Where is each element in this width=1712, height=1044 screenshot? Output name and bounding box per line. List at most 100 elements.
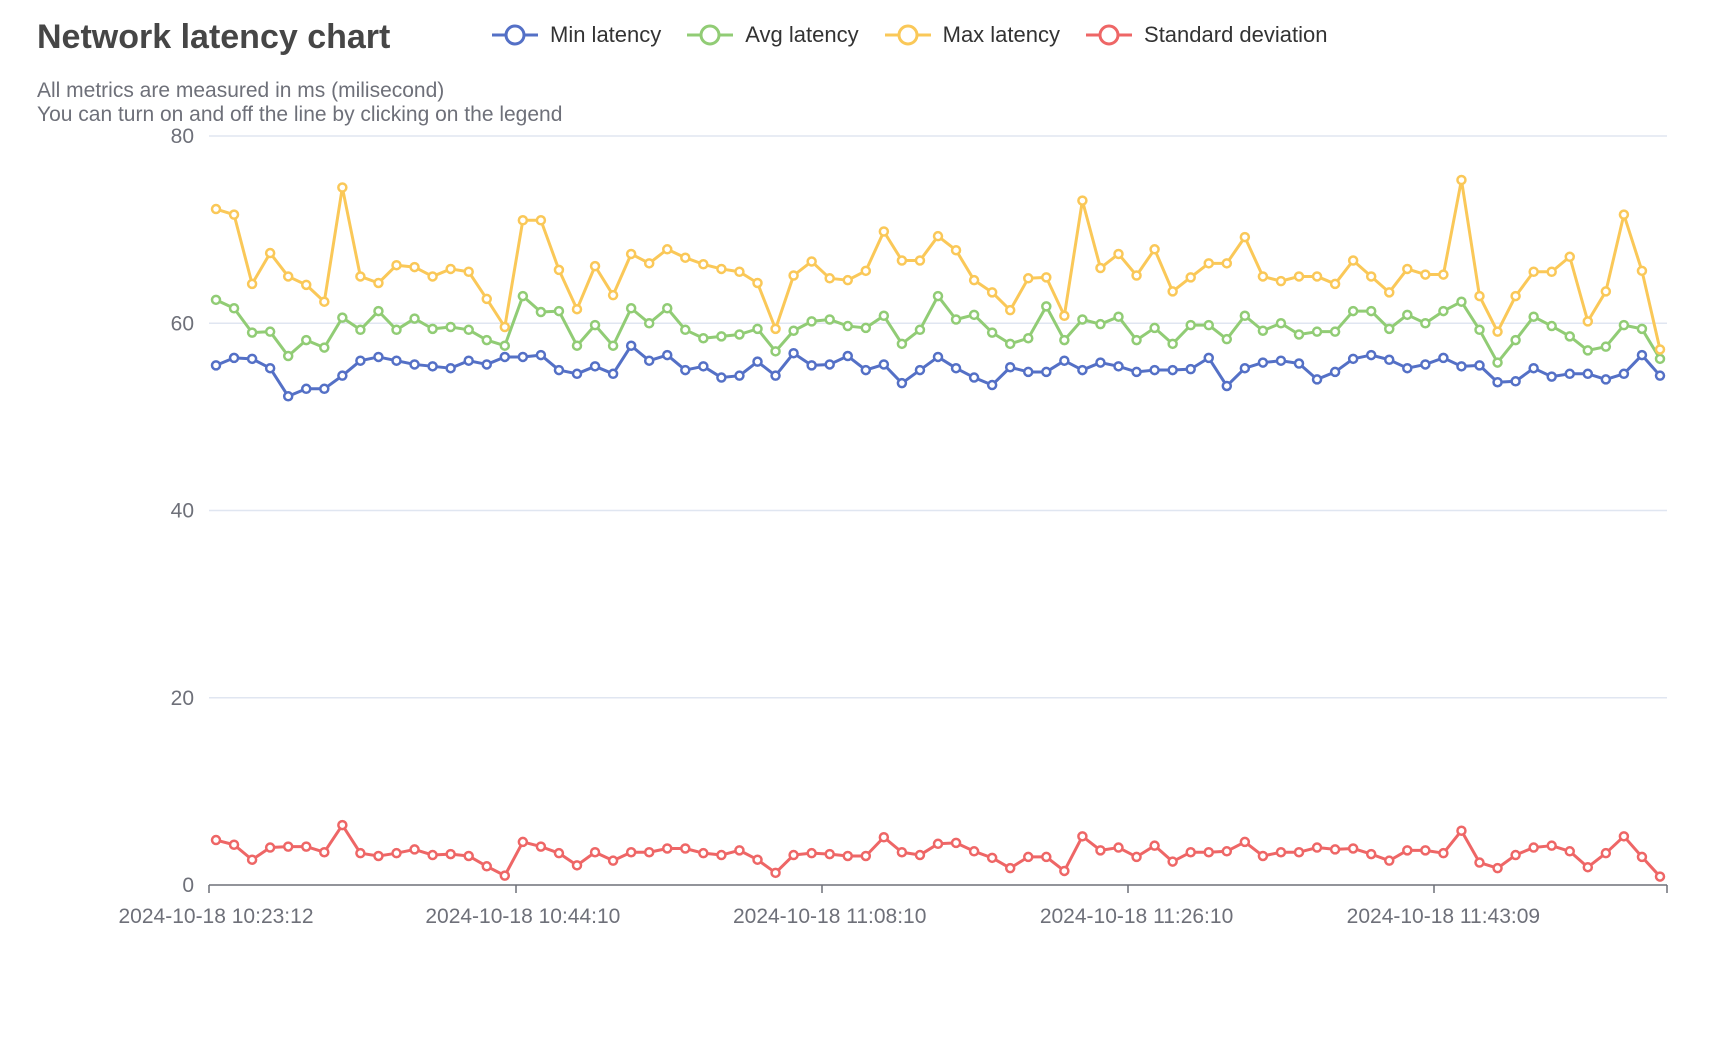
data-point-avg-latency	[1329, 326, 1341, 337]
data-point-min-latency	[1311, 374, 1323, 385]
data-point-min-latency	[1167, 364, 1178, 376]
data-point-standard-deviation	[1474, 857, 1485, 868]
data-point-min-latency	[409, 359, 420, 370]
data-point-max-latency	[607, 289, 619, 301]
data-point-max-latency	[625, 248, 637, 260]
data-point-max-latency	[337, 182, 348, 193]
data-point-avg-latency	[824, 314, 835, 325]
data-point-max-latency	[553, 264, 565, 276]
data-point-avg-latency	[1618, 319, 1630, 331]
data-point-max-latency	[662, 244, 673, 255]
data-point-max-latency	[1221, 258, 1233, 269]
data-point-avg-latency	[1275, 318, 1287, 329]
legend-marker-max-latency-icon	[884, 24, 931, 46]
data-point-standard-deviation	[1456, 825, 1467, 836]
data-point-max-latency	[752, 277, 763, 289]
data-point-min-latency	[643, 355, 655, 366]
data-point-standard-deviation	[1167, 856, 1178, 867]
x-tick-label: 2024-10-18 11:43:09	[1347, 905, 1540, 928]
data-point-min-latency	[1384, 354, 1395, 366]
data-point-avg-latency	[1113, 311, 1124, 322]
data-point-max-latency	[734, 266, 745, 278]
data-point-standard-deviation	[643, 846, 655, 858]
data-point-min-latency	[571, 368, 583, 380]
data-point-avg-latency	[1636, 323, 1648, 335]
y-tick-label: 40	[171, 500, 194, 523]
data-point-standard-deviation	[553, 847, 565, 859]
data-point-max-latency	[1293, 271, 1305, 282]
data-point-min-latency	[770, 370, 781, 381]
data-point-standard-deviation	[1564, 846, 1575, 857]
legend-item-avg-latency[interactable]: Avg latency	[685, 22, 859, 48]
data-point-min-latency	[228, 352, 240, 364]
data-point-min-latency	[391, 355, 402, 366]
data-point-avg-latency	[409, 313, 420, 324]
data-point-avg-latency	[698, 332, 709, 344]
data-point-min-latency	[1257, 357, 1269, 368]
data-point-standard-deviation	[1654, 871, 1666, 882]
data-point-max-latency	[680, 252, 691, 263]
legend-item-max-latency[interactable]: Max latency	[883, 22, 1060, 48]
data-point-max-latency	[716, 263, 727, 275]
chart-title: Network latency chart	[37, 18, 391, 56]
data-point-avg-latency	[553, 305, 565, 317]
data-point-avg-latency	[914, 324, 926, 336]
data-point-standard-deviation	[445, 848, 456, 860]
data-point-min-latency	[1185, 363, 1196, 375]
data-point-avg-latency	[517, 290, 529, 302]
data-point-avg-latency	[445, 321, 456, 333]
data-point-avg-latency	[264, 326, 276, 337]
data-point-standard-deviation	[282, 841, 294, 852]
data-point-max-latency	[1618, 209, 1630, 220]
data-point-avg-latency	[680, 324, 691, 336]
data-point-max-latency	[1257, 271, 1269, 282]
data-point-max-latency	[878, 226, 890, 237]
data-point-max-latency	[409, 261, 420, 273]
data-point-avg-latency	[228, 303, 240, 314]
data-point-min-latency	[553, 364, 565, 376]
data-point-standard-deviation	[1023, 851, 1034, 863]
data-point-min-latency	[1636, 349, 1648, 361]
data-point-standard-deviation	[1239, 836, 1251, 848]
data-point-min-latency	[986, 379, 998, 391]
data-point-standard-deviation	[1221, 846, 1233, 857]
data-point-max-latency	[1059, 310, 1070, 322]
data-point-min-latency	[607, 368, 619, 380]
data-point-standard-deviation	[932, 838, 944, 850]
data-point-standard-deviation	[788, 849, 799, 861]
data-point-min-latency	[1420, 359, 1431, 370]
data-point-min-latency	[1474, 360, 1485, 371]
data-point-max-latency	[968, 274, 980, 286]
data-point-max-latency	[698, 259, 709, 270]
data-point-min-latency	[1618, 368, 1630, 380]
data-point-avg-latency	[1059, 334, 1070, 346]
data-point-min-latency	[1492, 376, 1503, 388]
data-point-standard-deviation	[698, 847, 709, 859]
data-point-standard-deviation	[1438, 847, 1449, 859]
data-point-min-latency	[1059, 355, 1070, 366]
data-point-avg-latency	[842, 320, 853, 332]
data-point-standard-deviation	[355, 847, 366, 859]
legend-item-min-latency[interactable]: Min latency	[490, 22, 661, 48]
data-point-min-latency	[680, 364, 691, 376]
data-point-standard-deviation	[1275, 846, 1287, 858]
data-point-min-latency	[1023, 366, 1034, 378]
data-point-avg-latency	[643, 318, 655, 329]
data-point-avg-latency	[246, 327, 258, 338]
data-point-avg-latency	[716, 331, 727, 342]
data-point-avg-latency	[1239, 310, 1251, 322]
data-point-max-latency	[517, 215, 529, 226]
data-point-min-latency	[1077, 364, 1088, 376]
data-point-max-latency	[950, 244, 962, 256]
data-point-max-latency	[806, 256, 817, 267]
data-point-min-latency	[1275, 355, 1287, 366]
data-point-max-latency	[1275, 275, 1287, 287]
data-point-min-latency	[698, 361, 709, 372]
legend-marker-min-latency-icon	[492, 24, 538, 46]
data-point-standard-deviation	[1185, 846, 1196, 858]
data-point-max-latency	[1041, 272, 1052, 283]
data-point-max-latency	[1185, 272, 1196, 283]
data-point-max-latency	[463, 266, 474, 278]
legend-item-standard-deviation[interactable]: Standard deviation	[1084, 22, 1327, 48]
subtitle-line-1: All metrics are measured in ms (miliseco…	[37, 79, 445, 102]
